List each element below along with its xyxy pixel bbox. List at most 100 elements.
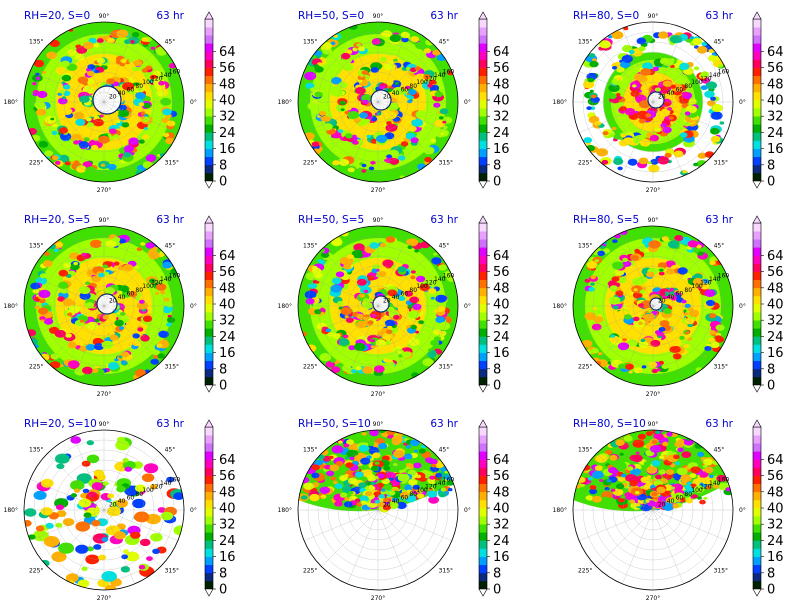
- colorbar-segment: [753, 27, 761, 36]
- heatmap-cell: [370, 67, 379, 73]
- colorbar-segment: [753, 344, 761, 353]
- heatmap-cell: [54, 329, 66, 338]
- colorbar-extend-bottom: [204, 588, 214, 597]
- heatmap-cell: [335, 87, 342, 92]
- heatmap-cell: [163, 132, 170, 138]
- grid-spoke: [347, 232, 379, 307]
- heatmap-cell: [143, 127, 148, 131]
- colorbar-segment: [753, 287, 761, 297]
- heatmap-cell: [70, 436, 82, 444]
- heatmap-cell: [387, 102, 399, 111]
- colorbar-segment: [479, 255, 487, 264]
- colorbar-segment: [205, 51, 213, 60]
- radial-tick-label: 100: [691, 79, 703, 86]
- heatmap-cell: [642, 62, 653, 70]
- grid-spoke: [103, 101, 135, 176]
- grid-spoke: [30, 101, 105, 133]
- heatmap-cell: [138, 102, 145, 107]
- radial-tick-label: 20: [383, 297, 391, 304]
- colorbar-tick-label: 48: [493, 485, 510, 500]
- azimuth-label: 180°: [4, 507, 18, 514]
- heatmap-cell: [112, 237, 121, 243]
- heatmap-cell: [382, 332, 393, 341]
- grid-spoke: [377, 305, 435, 363]
- radial-tick-label: 60: [676, 290, 684, 297]
- colorbar-extend-bottom: [204, 180, 214, 189]
- heatmap-cell: [91, 520, 101, 527]
- azimuth-label: 315°: [439, 568, 453, 575]
- radial-tick-label: 80: [135, 83, 143, 90]
- colorbar-segment: [205, 344, 213, 353]
- colorbar-segment: [479, 304, 487, 313]
- heatmap-cell: [584, 312, 596, 321]
- colorbar-extend-top: [478, 215, 488, 224]
- heatmap-cell: [79, 319, 85, 323]
- heatmap-cell: [332, 160, 340, 166]
- heatmap-cell: [321, 42, 332, 50]
- polar-border: [572, 21, 734, 183]
- heatmap-cell: [42, 260, 53, 268]
- heatmap-cell: [358, 46, 366, 52]
- heatmap-cell: [143, 102, 151, 109]
- azimuth-label: 315°: [439, 364, 453, 371]
- heatmap-cell: [351, 249, 364, 259]
- heatmap-cell: [87, 122, 94, 127]
- heatmap-cell: [619, 106, 627, 112]
- heatmap-cell: [80, 138, 85, 141]
- colorbar-segment: [753, 59, 761, 68]
- heatmap-cell: [714, 335, 723, 341]
- radial-tick-label: 40: [667, 498, 675, 505]
- azimuth-label: 315°: [439, 160, 453, 167]
- colorbar-segment: [753, 271, 761, 280]
- heatmap-cell: [146, 556, 153, 561]
- colorbar-segment: [753, 564, 761, 574]
- heatmap-cell: [684, 312, 689, 316]
- grid-spoke: [347, 305, 379, 380]
- panel-title: RH=80, S=10: [573, 418, 646, 430]
- colorbar-segment: [753, 572, 761, 582]
- heatmap-cell: [56, 504, 64, 511]
- azimuth-label: 270°: [371, 391, 385, 398]
- azimuth-label: 90°: [373, 421, 384, 428]
- heatmap-cell: [305, 344, 317, 353]
- heatmap-cell: [662, 126, 672, 134]
- heatmap-cell: [363, 298, 369, 303]
- colorbar-segment: [479, 116, 487, 125]
- colorbar-segment: [753, 320, 761, 329]
- colorbar-tick-label: 40: [219, 94, 236, 109]
- heatmap-cell: [150, 46, 156, 50]
- grid-spoke: [73, 101, 105, 176]
- grid-spoke: [47, 45, 105, 103]
- heatmap-cell: [594, 121, 602, 126]
- colorbar-segment: [205, 376, 213, 386]
- heatmap-cell: [433, 102, 441, 108]
- grid-spoke: [377, 305, 452, 337]
- azimuth-label: 135°: [578, 446, 592, 453]
- heatmap-cell: [433, 252, 438, 256]
- azimuth-label: 225°: [578, 160, 592, 167]
- colorbar-extend-top: [478, 11, 488, 20]
- colorbar-tick-label: 8: [767, 566, 775, 581]
- heatmap-cell: [651, 460, 661, 467]
- colorbar-segment: [753, 532, 761, 541]
- heatmap-cell: [418, 114, 424, 119]
- panel-time: 63 hr: [705, 214, 733, 226]
- heatmap-cell: [51, 155, 59, 160]
- colorbar-tick-label: 32: [219, 518, 236, 533]
- heatmap-cell: [56, 242, 63, 247]
- heatmap-cell: [397, 266, 407, 273]
- heatmap-cell: [129, 40, 135, 44]
- heatmap-cell: [61, 107, 73, 116]
- colorbar-tick-label: 40: [493, 298, 510, 313]
- heatmap-cell: [340, 108, 345, 111]
- azimuth-label: 90°: [99, 217, 110, 224]
- heatmap-cell: [342, 258, 353, 266]
- heatmap-cell: [135, 297, 140, 301]
- heatmap-cell: [637, 75, 648, 83]
- heatmap-cell: [135, 92, 146, 100]
- heatmap-cell: [345, 106, 352, 111]
- colorbar-segment: [479, 475, 487, 484]
